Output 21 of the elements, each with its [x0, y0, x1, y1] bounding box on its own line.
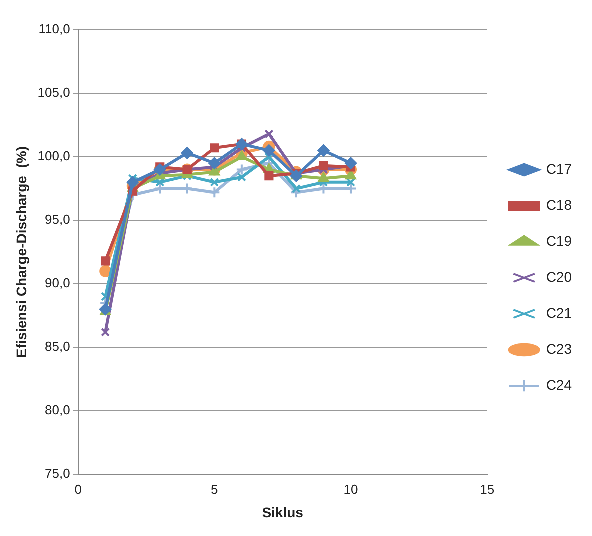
y-tick-label: 110,0: [38, 22, 70, 37]
legend-label: C19: [546, 232, 572, 249]
legend-label: C20: [546, 268, 572, 285]
legend-label: C23: [546, 340, 572, 357]
x-axis-title: Siklus: [262, 504, 304, 520]
x-tick-label: 10: [344, 482, 358, 497]
y-tick-label: 85,0: [45, 339, 70, 354]
y-tick-label: 95,0: [45, 212, 70, 228]
x-tick-label: 15: [480, 482, 495, 497]
y-tick-label: 105,0: [38, 85, 70, 100]
y-tick-label: 80,0: [45, 402, 70, 418]
y-axis-title: Efisiensi Charge-Discharge (%): [13, 146, 30, 358]
legend-label: C21: [546, 304, 572, 321]
legend-label: C18: [546, 196, 572, 213]
y-tick-label: 90,0: [45, 276, 70, 291]
y-tick-label: 75,0: [45, 466, 70, 482]
legend-label: C24: [546, 376, 572, 393]
y-tick-label: 100,0: [38, 148, 70, 164]
x-tick-label: 5: [211, 482, 218, 497]
legend-label: C17: [546, 160, 572, 177]
x-tick-label: 0: [74, 482, 82, 497]
